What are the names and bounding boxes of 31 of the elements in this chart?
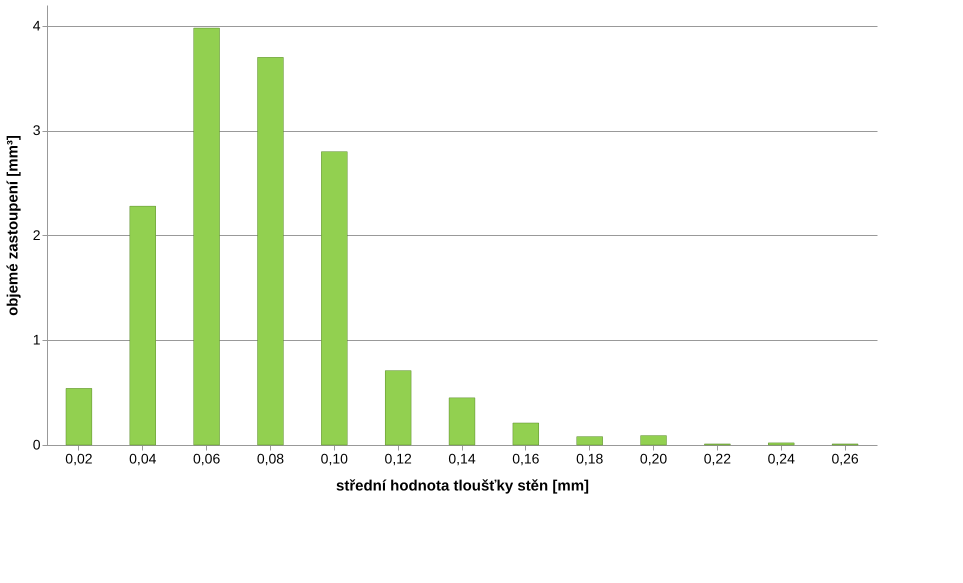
x-axis-title: střední hodnota tloušťky stěn [mm] xyxy=(336,478,590,494)
y-tick-label: 3 xyxy=(32,122,41,138)
x-tick-label: 0,08 xyxy=(256,450,284,466)
bar xyxy=(193,28,220,446)
y-tick-label: 0 xyxy=(32,436,41,452)
bar xyxy=(257,57,284,446)
x-tick-label: 0,06 xyxy=(192,450,220,466)
x-tick-label: 0,24 xyxy=(768,450,796,466)
bar xyxy=(384,370,412,446)
x-tick-label: 0,10 xyxy=(320,450,348,466)
y-tick-label: 4 xyxy=(32,17,41,34)
x-tick-label: 0,16 xyxy=(512,450,540,466)
x-tick-label: 0,14 xyxy=(448,450,476,466)
x-tick-label: 0,18 xyxy=(576,450,604,466)
x-tick-label: 0,20 xyxy=(640,450,668,466)
x-tick-label: 0,12 xyxy=(384,450,412,466)
bar xyxy=(321,151,348,446)
y-tick-label: 2 xyxy=(32,226,41,243)
x-tick-label: 0,02 xyxy=(65,450,93,466)
x-tick-label: 0,26 xyxy=(831,450,859,466)
bar xyxy=(130,206,156,446)
bar xyxy=(66,388,92,446)
bar xyxy=(512,422,540,446)
y-tick-label: 1 xyxy=(32,332,41,348)
bar xyxy=(768,442,794,446)
bar xyxy=(448,398,476,446)
x-tick-label: 0,04 xyxy=(129,450,157,466)
y-axis-title: objemé zastoupení [mm³] xyxy=(4,135,22,316)
x-tick-label: 0,22 xyxy=(704,450,732,466)
bar xyxy=(576,436,603,446)
bar xyxy=(640,435,667,446)
